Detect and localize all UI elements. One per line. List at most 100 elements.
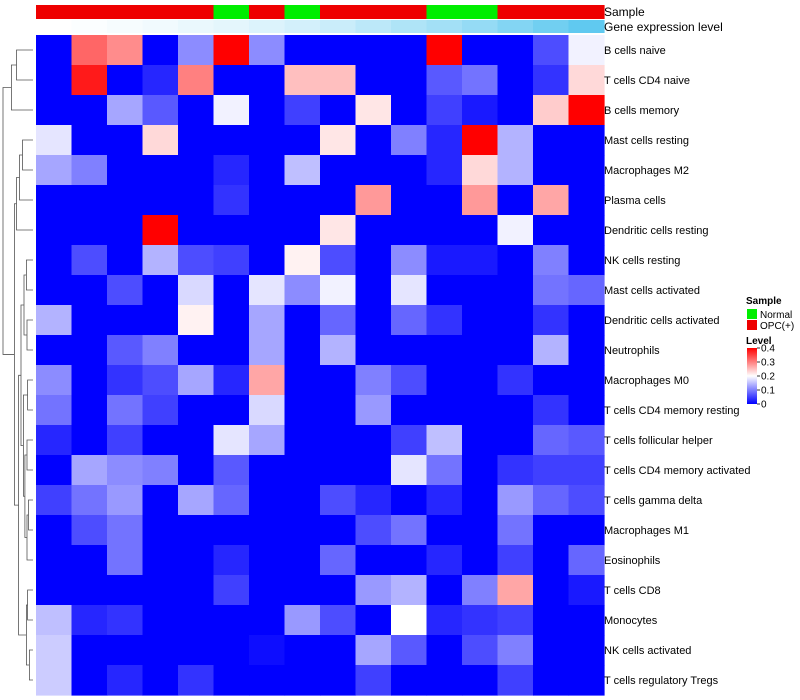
heatmap-cell	[142, 545, 179, 576]
heatmap-cell	[213, 305, 250, 336]
heatmap-cell	[142, 395, 179, 426]
heatmap-cell	[71, 455, 108, 486]
heatmap-cell	[391, 185, 428, 216]
gene-expression-annotation-cell	[249, 20, 286, 33]
legend-opc-swatch	[747, 320, 757, 330]
heatmap-cell	[320, 545, 357, 576]
heatmap-cell	[142, 35, 179, 66]
heatmap-cell	[107, 395, 144, 426]
heatmap-cell	[462, 335, 499, 366]
heatmap-cell	[355, 305, 392, 336]
heatmap-cell	[213, 395, 250, 426]
sample-annotation-cell	[178, 5, 215, 19]
heatmap-cell	[497, 665, 534, 696]
heatmap-cell	[284, 515, 321, 546]
heatmap-cell	[568, 485, 605, 516]
heatmap-cell	[568, 515, 605, 546]
gene-expression-annotation-cell	[142, 20, 179, 33]
heatmap-cell	[71, 515, 108, 546]
heatmap-cell	[533, 35, 570, 66]
heatmap-cell	[568, 455, 605, 486]
heatmap-cell	[320, 635, 357, 666]
heatmap-cell	[284, 35, 321, 66]
dendrogram-branch	[26, 439, 33, 471]
heatmap-cell	[320, 155, 357, 186]
heatmap-cell	[355, 275, 392, 306]
heatmap-cell	[178, 635, 215, 666]
heatmap-cell	[107, 95, 144, 126]
heatmap-cell	[107, 455, 144, 486]
dendrogram-branch	[27, 589, 33, 621]
heatmap-cell	[568, 95, 605, 126]
heatmap-cell	[568, 425, 605, 456]
heatmap-cell	[497, 605, 534, 636]
heatmap-cell	[568, 545, 605, 576]
heatmap-cell	[142, 485, 179, 516]
heatmap-cell	[568, 665, 605, 696]
heatmap-cell	[71, 605, 108, 636]
heatmap-cell	[178, 365, 215, 396]
heatmap-cell	[142, 335, 179, 366]
heatmap-cell	[107, 545, 144, 576]
heatmap-cell	[178, 215, 215, 246]
heatmap-cell	[497, 335, 534, 366]
heatmap-cell	[355, 635, 392, 666]
heatmap-cell	[426, 545, 463, 576]
heatmap-cell	[213, 485, 250, 516]
heatmap-cell	[462, 125, 499, 156]
heatmap-cell	[497, 65, 534, 96]
heatmap-cell	[462, 95, 499, 126]
heatmap-cell	[178, 245, 215, 276]
heatmap-cell	[391, 545, 428, 576]
dendrogram-branch	[29, 649, 33, 681]
heatmap-cell	[36, 575, 73, 606]
sample-annotation-cell	[426, 5, 463, 19]
row-label: Plasma cells	[604, 195, 666, 207]
sample-annotation-cell	[284, 5, 321, 19]
heatmap-cell	[36, 185, 73, 216]
heatmap-cell	[284, 665, 321, 696]
heatmap-cell	[497, 515, 534, 546]
column-annotations	[36, 5, 605, 33]
heatmap-cell	[497, 575, 534, 606]
heatmap-cell	[107, 605, 144, 636]
heatmap-cell	[320, 185, 357, 216]
row-label: T cells CD8	[604, 585, 661, 597]
heatmap-cell	[249, 245, 286, 276]
heatmap-cell	[284, 305, 321, 336]
heatmap-cell	[36, 245, 73, 276]
heatmap-cell	[391, 95, 428, 126]
heatmap-cell	[36, 515, 73, 546]
heatmap-cell	[107, 185, 144, 216]
heatmap-cell	[426, 95, 463, 126]
heatmap-cell	[36, 605, 73, 636]
heatmap-cell	[320, 605, 357, 636]
heatmap-cell	[497, 155, 534, 186]
heatmap-cell	[391, 65, 428, 96]
heatmap-cell	[568, 335, 605, 366]
heatmap-cell	[462, 395, 499, 426]
heatmap-cell	[497, 425, 534, 456]
heatmap-cell	[426, 515, 463, 546]
heatmap-cell	[36, 305, 73, 336]
heatmap-cell	[142, 95, 179, 126]
heatmap-cell	[497, 125, 534, 156]
heatmap-cell	[533, 635, 570, 666]
heatmap-cell	[284, 485, 321, 516]
heatmap-cell	[213, 365, 250, 396]
heatmap-cell	[533, 665, 570, 696]
heatmap-cell	[497, 215, 534, 246]
heatmap-cell	[462, 545, 499, 576]
dendrogram-branch	[26, 319, 33, 351]
heatmap-cell	[213, 455, 250, 486]
heatmap-cell	[355, 665, 392, 696]
heatmap-cell	[355, 455, 392, 486]
heatmap-cell	[249, 35, 286, 66]
heatmap-cell	[320, 275, 357, 306]
legend-level-title: Level	[746, 336, 772, 347]
row-label: T cells CD4 naive	[604, 75, 690, 87]
heatmap-cell	[533, 575, 570, 606]
row-label: T cells CD4 memory activated	[604, 465, 751, 477]
row-label: Dendritic cells resting	[604, 225, 709, 237]
heatmap-cell	[426, 425, 463, 456]
